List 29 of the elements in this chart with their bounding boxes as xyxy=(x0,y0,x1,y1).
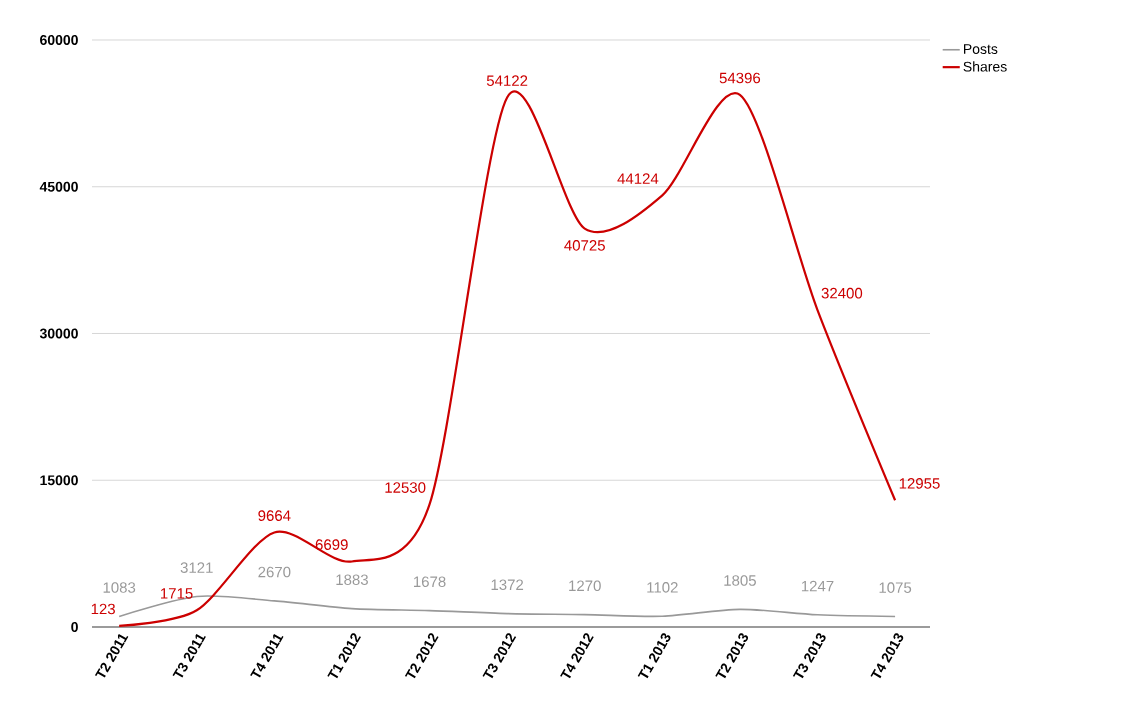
data-label: 12530 xyxy=(385,482,426,493)
data-label: 1805 xyxy=(724,575,756,586)
data-label: 1883 xyxy=(336,574,368,586)
data-label: 12955 xyxy=(899,478,940,489)
data-label: 54122 xyxy=(486,75,528,86)
legend-label: Shares xyxy=(963,61,1007,72)
data-label: 40725 xyxy=(564,240,605,251)
data-label: 1270 xyxy=(569,580,601,592)
data-label: 1372 xyxy=(491,579,524,591)
data-label: 9664 xyxy=(258,510,291,521)
data-label: 54396 xyxy=(719,72,761,84)
y-tick-label: 15000 xyxy=(40,475,78,486)
data-label: 1083 xyxy=(103,582,136,593)
y-tick-label: 45000 xyxy=(39,181,78,192)
data-label: 123 xyxy=(91,603,115,615)
y-tick-label: 60000 xyxy=(40,35,78,45)
data-label: 1715 xyxy=(161,588,193,599)
data-label: 1247 xyxy=(801,580,834,592)
legend-label: Posts xyxy=(964,44,998,54)
y-tick-label: 0 xyxy=(71,622,78,632)
y-tick-label: 30000 xyxy=(39,328,78,339)
data-label: 2670 xyxy=(258,566,291,578)
data-label: 6699 xyxy=(315,539,348,550)
data-label: 1075 xyxy=(879,582,912,593)
data-label: 44124 xyxy=(617,173,659,184)
data-label: 3121 xyxy=(180,562,213,573)
data-label: 1102 xyxy=(647,582,678,593)
data-label: 32400 xyxy=(821,287,863,299)
data-label: 1678 xyxy=(414,576,446,588)
